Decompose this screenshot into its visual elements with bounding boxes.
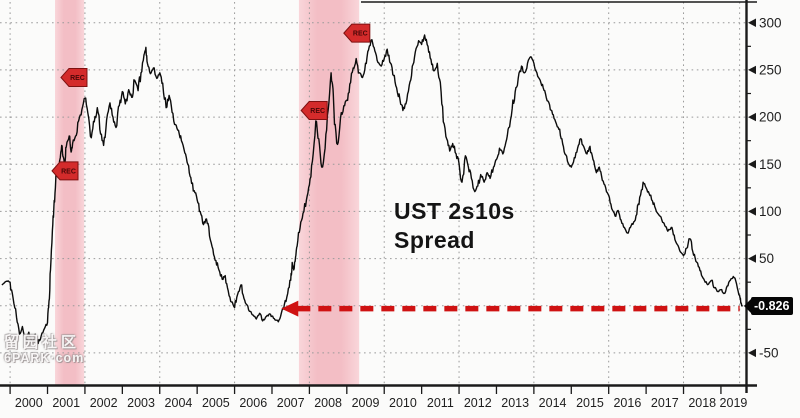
y-tick-arrow-icon bbox=[748, 112, 756, 122]
y-axis-tick-label: 300 bbox=[759, 15, 782, 30]
x-axis-tick-label: 2009 bbox=[352, 396, 380, 410]
x-axis-tick-label: 2006 bbox=[239, 396, 267, 410]
recession-flag-label: REC bbox=[353, 31, 368, 38]
chart-title-line-1: UST 2s10s bbox=[394, 198, 515, 224]
recession-flag-icon bbox=[51, 161, 79, 181]
x-axis-tick-label: 2010 bbox=[389, 396, 417, 410]
chart-title: UST 2s10s Spread bbox=[394, 197, 515, 256]
y-tick-arrow-icon bbox=[748, 65, 756, 75]
x-axis-tick-label: 2008 bbox=[314, 396, 342, 410]
x-axis-tick-label: 2001 bbox=[52, 396, 80, 410]
last-value-label: -0.826 bbox=[743, 296, 794, 315]
recession-flag-icon bbox=[60, 67, 88, 87]
y-axis-tick-label: -50 bbox=[759, 346, 779, 361]
y-tick-arrow-icon bbox=[748, 18, 756, 27]
x-axis-tick-label: 2000 bbox=[15, 396, 43, 410]
x-axis-tick-label: 2003 bbox=[127, 396, 155, 410]
watermark-chinese-text: 留园社区 bbox=[4, 334, 81, 351]
recession-flag-icon bbox=[343, 23, 371, 43]
x-axis-tick-label: 2019 bbox=[720, 396, 748, 410]
x-axis-tick-label: 2002 bbox=[90, 396, 118, 410]
x-axis-tick-label: 2005 bbox=[202, 396, 230, 410]
x-axis-tick-label: 2007 bbox=[277, 396, 305, 410]
y-axis-tick-label: 250 bbox=[759, 63, 782, 78]
y-axis-tick-label: 200 bbox=[759, 110, 782, 125]
chart-title-line-2: Spread bbox=[394, 227, 475, 254]
x-axis-tick-label: 2015 bbox=[576, 396, 604, 410]
recession-flag-label: REC bbox=[310, 108, 325, 115]
y-tick-arrow-icon bbox=[748, 254, 756, 263]
x-axis-tick-label: 2017 bbox=[651, 396, 679, 410]
spread-line bbox=[1, 34, 743, 347]
arrow-head-icon bbox=[281, 300, 299, 317]
x-axis-tick-label: 2012 bbox=[464, 396, 492, 410]
x-axis-tick-label: 2011 bbox=[427, 396, 454, 410]
watermark: 留园社区 6PARK·com bbox=[4, 334, 85, 365]
recession-flag-label: REC bbox=[70, 75, 85, 82]
y-tick-arrow-icon bbox=[748, 348, 756, 358]
y-tick-arrow-icon bbox=[748, 160, 756, 169]
x-axis-tick-label: 2014 bbox=[539, 396, 567, 410]
watermark-site-text: 6PARK·com bbox=[4, 350, 85, 365]
y-axis-tick-label: 100 bbox=[759, 204, 782, 219]
x-axis-tick-label: 2018 bbox=[688, 396, 716, 410]
y-axis-tick-label: 150 bbox=[759, 157, 782, 172]
recession-band bbox=[298, 0, 360, 385]
x-axis-tick-label: 2004 bbox=[165, 396, 193, 410]
recession-flag-label: REC bbox=[61, 168, 76, 175]
x-axis-tick-label: 2013 bbox=[501, 396, 529, 410]
recession-band bbox=[54, 0, 85, 385]
y-tick-arrow-icon bbox=[748, 207, 756, 216]
recession-flag-icon bbox=[300, 100, 328, 120]
y-axis-tick-label: 50 bbox=[759, 251, 774, 266]
x-axis-tick-label: 2016 bbox=[613, 396, 641, 410]
